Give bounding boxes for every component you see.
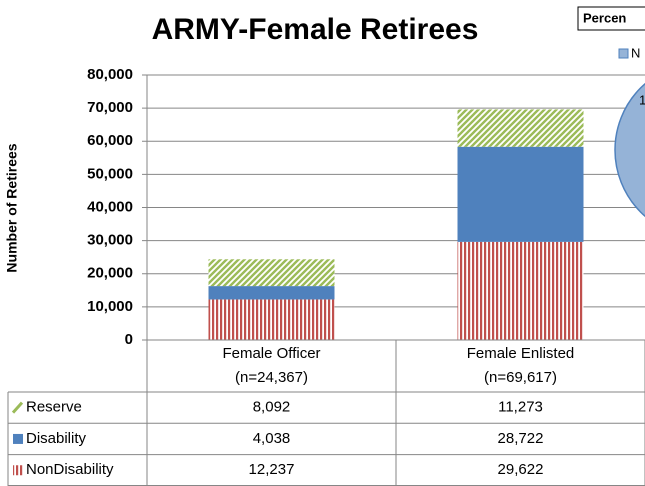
data-label: 12,237 bbox=[249, 461, 295, 478]
pie-label: 1 bbox=[639, 92, 645, 107]
y-tick-label: 70,000 bbox=[87, 99, 133, 116]
data-label: 4,038 bbox=[253, 430, 291, 447]
legend-label: Reserve bbox=[26, 399, 82, 416]
legend-label: Disability bbox=[26, 430, 87, 447]
legend-swatch bbox=[13, 465, 23, 476]
legend-swatch bbox=[13, 433, 23, 444]
data-label: 8,092 bbox=[253, 399, 291, 416]
pie-slice bbox=[614, 82, 645, 218]
y-tick-label: 50,000 bbox=[87, 165, 133, 182]
y-tick-label: 60,000 bbox=[87, 132, 133, 149]
y-tick-label: 0 bbox=[125, 331, 133, 348]
data-label: 28,722 bbox=[498, 430, 544, 447]
legend-label: NonDisability bbox=[26, 461, 114, 478]
chart-title: ARMY-Female Retirees bbox=[152, 13, 479, 46]
y-tick-label: 10,000 bbox=[87, 298, 133, 315]
x-tick-note: (n=69,617) bbox=[484, 369, 557, 386]
pie-title: Percen bbox=[583, 10, 626, 25]
bar-segment bbox=[457, 146, 584, 242]
bar-segment bbox=[208, 259, 335, 287]
x-tick-label: Female Officer bbox=[222, 345, 320, 362]
bar-segment bbox=[457, 241, 584, 340]
pie-title-box bbox=[577, 6, 645, 31]
pie-legend: N bbox=[631, 45, 640, 60]
x-tick-label: Female Enlisted bbox=[467, 345, 575, 362]
bar-segment bbox=[208, 286, 335, 300]
pie-legend-swatch bbox=[618, 48, 629, 59]
y-axis-label: Number of Retirees bbox=[4, 143, 20, 272]
y-tick-label: 80,000 bbox=[87, 66, 133, 83]
bar-segment bbox=[457, 109, 584, 147]
y-tick-label: 30,000 bbox=[87, 232, 133, 249]
y-tick-label: 40,000 bbox=[87, 198, 133, 215]
data-label: 29,622 bbox=[498, 461, 544, 478]
pie-fragment: Percen N 1 bbox=[577, 6, 645, 218]
y-tick-label: 20,000 bbox=[87, 265, 133, 282]
bar-segment bbox=[208, 299, 335, 340]
x-tick-note: (n=24,367) bbox=[235, 369, 308, 386]
legend-swatch bbox=[11, 401, 24, 414]
data-label: 11,273 bbox=[498, 399, 543, 416]
